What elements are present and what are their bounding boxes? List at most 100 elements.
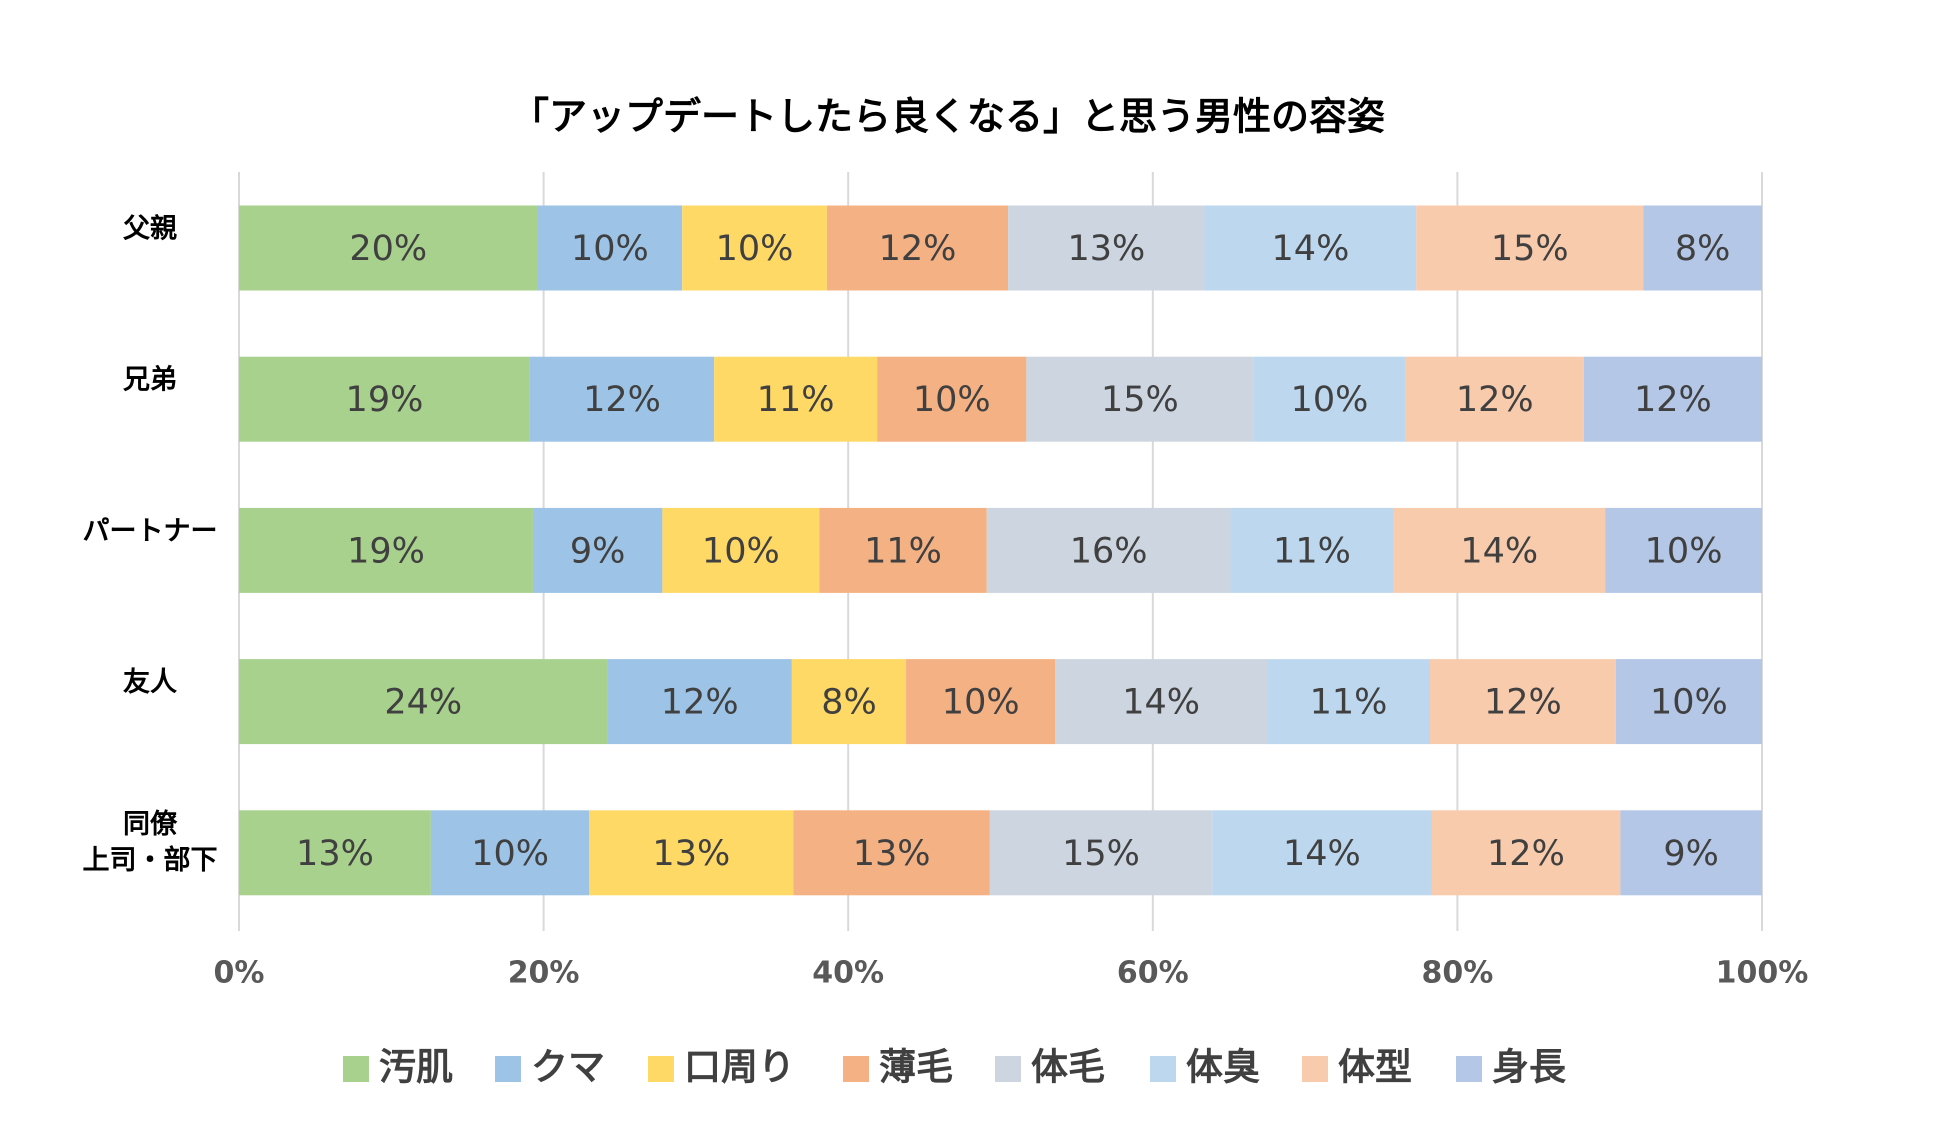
legend-label: 体毛 bbox=[1031, 1046, 1105, 1089]
legend-swatch bbox=[495, 1056, 521, 1082]
bar-segment bbox=[791, 659, 907, 745]
legend-label: 口周り bbox=[684, 1046, 795, 1089]
value-label: 10% bbox=[571, 229, 649, 269]
category-label: 同僚上司・部下 bbox=[83, 808, 218, 875]
bar-segment bbox=[1253, 356, 1406, 442]
x-tick-label: 20% bbox=[508, 956, 580, 991]
value-label: 12% bbox=[1487, 834, 1565, 874]
legend-swatch bbox=[995, 1056, 1021, 1082]
bar-segment bbox=[1212, 810, 1432, 896]
bar-segment bbox=[1416, 205, 1644, 291]
value-label: 12% bbox=[583, 380, 661, 420]
bar-segment bbox=[714, 356, 878, 442]
value-label: 15% bbox=[1491, 229, 1569, 269]
value-label: 12% bbox=[1484, 683, 1562, 723]
bar-segment bbox=[826, 205, 1009, 291]
value-label: 13% bbox=[296, 834, 374, 874]
legend-label: 汚肌 bbox=[379, 1046, 453, 1089]
value-label: 10% bbox=[1650, 683, 1728, 723]
bar-segment bbox=[239, 659, 608, 745]
bar-segment bbox=[906, 659, 1056, 745]
value-label: 11% bbox=[1273, 531, 1351, 571]
value-label: 24% bbox=[384, 683, 462, 723]
bar-segment bbox=[1026, 356, 1254, 442]
x-tick-label: 100% bbox=[1716, 956, 1809, 991]
category-label: 兄弟 bbox=[122, 365, 177, 396]
value-label: 14% bbox=[1283, 834, 1361, 874]
value-label: 10% bbox=[1291, 380, 1369, 420]
value-label: 10% bbox=[942, 683, 1020, 723]
value-label: 11% bbox=[1310, 683, 1388, 723]
value-label: 8% bbox=[1675, 229, 1731, 269]
bar-segment bbox=[589, 810, 794, 896]
legend-swatch bbox=[1456, 1056, 1482, 1082]
bar-segment bbox=[1405, 356, 1584, 442]
bar-segment bbox=[1429, 659, 1616, 745]
x-tick-label: 0% bbox=[214, 956, 265, 991]
bar-segment bbox=[430, 810, 590, 896]
bar-segment bbox=[1583, 356, 1762, 442]
legend-swatch bbox=[1302, 1056, 1328, 1082]
value-label: 15% bbox=[1101, 380, 1179, 420]
bar-segment bbox=[239, 356, 530, 442]
bar-segment bbox=[989, 810, 1213, 896]
bar-segment bbox=[1393, 507, 1606, 593]
value-label: 19% bbox=[346, 380, 424, 420]
bar-segment bbox=[529, 356, 715, 442]
value-label: 12% bbox=[879, 229, 957, 269]
bar-segment bbox=[793, 810, 990, 896]
x-tick-label: 80% bbox=[1421, 956, 1493, 991]
bar-segment bbox=[532, 507, 663, 593]
bar-segment bbox=[1620, 810, 1762, 896]
bar-segment bbox=[1643, 205, 1762, 291]
value-label: 12% bbox=[661, 683, 739, 723]
value-label: 14% bbox=[1122, 683, 1200, 723]
value-label: 11% bbox=[757, 380, 835, 420]
bar-segment bbox=[682, 205, 827, 291]
value-label: 13% bbox=[1067, 229, 1145, 269]
value-label: 9% bbox=[570, 531, 626, 571]
bar-segment bbox=[986, 507, 1231, 593]
legend-label: 体型 bbox=[1338, 1046, 1412, 1089]
value-label: 10% bbox=[471, 834, 549, 874]
value-label: 10% bbox=[1645, 531, 1723, 571]
bar-segment bbox=[607, 659, 792, 745]
x-tick-label: 40% bbox=[812, 956, 884, 991]
bar-segment bbox=[1230, 507, 1394, 593]
category-label: パートナー bbox=[83, 516, 218, 547]
value-label: 13% bbox=[853, 834, 931, 874]
legend-label: 体臭 bbox=[1186, 1046, 1260, 1089]
value-label: 15% bbox=[1062, 834, 1140, 874]
bar-segment bbox=[537, 205, 683, 291]
value-label: 11% bbox=[864, 531, 942, 571]
bar-segment bbox=[877, 356, 1027, 442]
value-label: 16% bbox=[1070, 531, 1148, 571]
value-label: 12% bbox=[1456, 380, 1534, 420]
bar-segment bbox=[1267, 659, 1430, 745]
legend-swatch bbox=[1150, 1056, 1176, 1082]
bar-segment bbox=[819, 507, 987, 593]
legend-label: 薄毛 bbox=[879, 1046, 953, 1089]
value-label: 13% bbox=[652, 834, 730, 874]
value-label: 10% bbox=[716, 229, 794, 269]
bar-segment bbox=[239, 205, 538, 291]
value-label: 8% bbox=[821, 683, 877, 723]
bar-segment bbox=[1615, 659, 1762, 745]
x-tick-label: 60% bbox=[1117, 956, 1189, 991]
bar-segment bbox=[1605, 507, 1762, 593]
bar-segment bbox=[662, 507, 820, 593]
bar-segment bbox=[1055, 659, 1268, 745]
bar-segment bbox=[239, 810, 431, 896]
legend-swatch bbox=[648, 1056, 674, 1082]
legend-label: クマ bbox=[531, 1046, 605, 1089]
category-label: 父親 bbox=[123, 214, 177, 245]
value-label: 14% bbox=[1272, 229, 1350, 269]
chart-title: 「アップデートしたら良くなる」と思う男性の容姿 bbox=[511, 95, 1385, 139]
legend-swatch bbox=[343, 1056, 369, 1082]
bar-segment bbox=[1008, 205, 1205, 291]
value-label: 14% bbox=[1460, 531, 1538, 571]
value-label: 19% bbox=[347, 531, 425, 571]
value-label: 9% bbox=[1663, 834, 1719, 874]
bar-segment bbox=[1431, 810, 1621, 896]
